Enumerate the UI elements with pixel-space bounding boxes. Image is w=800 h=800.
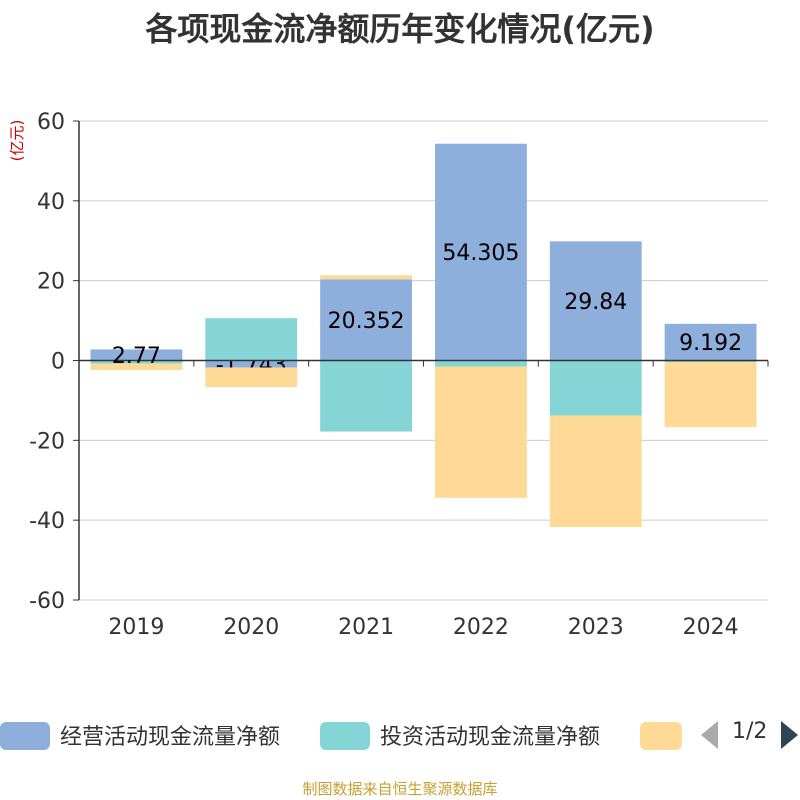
legend-swatch-operating[interactable] [0, 722, 50, 750]
data-labels: 2.77 20.352 54.305 29.84 9.192 [112, 241, 742, 369]
y-tick-label: 60 [37, 110, 65, 135]
data-label: 9.192 [679, 331, 742, 356]
data-label: 29.84 [564, 290, 627, 315]
bar-2023-series-3 [549, 415, 642, 527]
legend-prev-icon[interactable] [700, 720, 720, 750]
legend-next-icon[interactable] [780, 720, 800, 750]
grid-lines [79, 120, 768, 601]
bar-2024-series-1 [664, 323, 757, 361]
data-label: 20.352 [328, 309, 405, 334]
bar-2024-series-2 [664, 360, 757, 363]
y-tick-label: 20 [37, 270, 65, 295]
y-tick-label: -60 [29, 589, 65, 614]
x-tick-label: 2021 [338, 615, 394, 640]
bar-2023-series-2 [549, 360, 642, 416]
legend-page-indicator: 1/2 [732, 719, 768, 744]
bar-2022-series-2 [434, 360, 527, 367]
x-tick-label: 2019 [108, 615, 164, 640]
bar-2021-series-1 [320, 279, 413, 361]
y-tick-label: 40 [37, 190, 65, 215]
bar-2023-series-1 [549, 241, 642, 361]
legend-label-investing[interactable]: 投资活动现金流量净额 [380, 725, 601, 750]
data-label: 2.77 [112, 344, 161, 369]
x-tick-label: 2022 [453, 615, 509, 640]
legend-label-operating[interactable]: 经营活动现金流量净额 [60, 725, 281, 750]
axes: 60 40 20 0 -20 -40 -60 (亿元) 2019 2020 2021 2022 2023… [8, 110, 769, 640]
bars: -1.743 [90, 143, 757, 527]
bar-2024-series-3 [664, 362, 757, 428]
chart-title: 各项现金流净额历年变化情况(亿元) [145, 10, 655, 48]
bar-2022-series-3 [434, 366, 527, 498]
y-tick-label: -40 [29, 509, 65, 534]
bar-2020-series-2 [205, 318, 298, 361]
legend-swatch-financing[interactable] [640, 722, 682, 750]
bar-2019-series-1 [90, 349, 183, 361]
bar-2021-series-3 [320, 275, 413, 280]
source-note: 制图数据来自恒生聚源数据库 [302, 780, 498, 798]
bar-2019-series-3 [90, 363, 183, 371]
y-tick-label: 0 [51, 350, 65, 375]
y-axis-unit: (亿元) [8, 120, 26, 162]
x-tick-label: 2023 [568, 615, 624, 640]
y-tick-label: -20 [29, 429, 65, 454]
x-tick-label: 2020 [223, 615, 279, 640]
bar-2020-series-3 [205, 367, 298, 388]
data-label: 54.305 [442, 241, 519, 266]
x-tick-label: 2024 [683, 615, 739, 640]
legend-swatch-investing[interactable] [320, 722, 370, 750]
bar-2019-series-2 [90, 360, 183, 364]
bar-2020-series-1 [205, 360, 298, 368]
bar-2021-series-2 [320, 360, 413, 432]
bar-2022-series-1 [434, 143, 527, 361]
